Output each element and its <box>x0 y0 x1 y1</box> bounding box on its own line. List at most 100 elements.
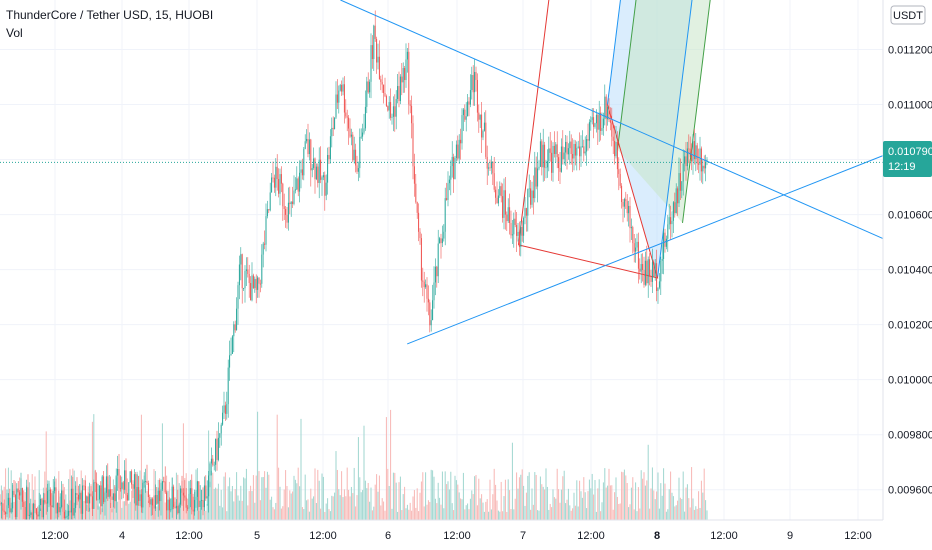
candle-body <box>115 475 117 502</box>
candle-body <box>388 102 390 111</box>
candle-body <box>111 496 113 500</box>
candle-body <box>577 146 579 148</box>
volume-bar <box>444 471 446 520</box>
candle-body <box>91 496 93 509</box>
candle-body <box>289 202 291 205</box>
volume-bar <box>222 507 224 520</box>
time-axis[interactable]: 12:00 4 12:00 5 12:00 6 12:00 7 12:00 8 12:00 9 12:0… <box>0 519 932 550</box>
volume-bar <box>651 467 653 520</box>
candle-body <box>299 172 301 192</box>
candle-body <box>380 79 382 83</box>
candle-body <box>331 127 333 137</box>
candle-body <box>411 105 413 124</box>
candle-body <box>304 141 306 149</box>
volume-bar <box>682 471 684 520</box>
volume-bar <box>329 511 331 520</box>
volume-bar <box>153 469 155 520</box>
volume-bar <box>93 414 95 520</box>
candle-body <box>307 138 309 155</box>
candle-body <box>495 189 497 198</box>
candle-body <box>199 500 201 508</box>
candle-body <box>447 183 449 200</box>
symbol-title[interactable]: ThunderCore / Tether USD, 15, HUOBI <box>6 8 214 22</box>
candle-body <box>0 503 2 505</box>
candle-body <box>139 494 141 501</box>
volume-bar <box>422 472 424 520</box>
candle-body <box>430 320 432 326</box>
candle-body <box>208 475 210 497</box>
candle-body <box>664 232 666 247</box>
currency-badge[interactable] <box>890 5 926 25</box>
volume-bar <box>558 489 560 520</box>
candle-body <box>187 507 189 509</box>
volume-bar <box>588 479 590 520</box>
price-axis[interactable]: USDT 0.0112000.0110000.0108000.0106000.0… <box>882 0 932 520</box>
volume-bar <box>538 510 540 520</box>
volume-bars <box>0 409 708 520</box>
volume-bar <box>622 472 624 520</box>
candle-body <box>128 482 130 501</box>
candle-body <box>118 468 120 489</box>
candle-body <box>143 481 145 483</box>
volume-bar <box>653 490 655 520</box>
volume-bar <box>489 479 491 520</box>
volume-bar <box>559 502 561 520</box>
volume-bar <box>630 487 632 520</box>
trend-lines[interactable] <box>340 0 884 345</box>
candle-body <box>636 241 638 248</box>
candle-body <box>282 183 284 207</box>
candle-body <box>215 438 217 465</box>
candle-body <box>216 438 218 460</box>
volume-bar <box>531 488 533 520</box>
candle-body <box>516 224 518 236</box>
candle-body <box>434 266 436 283</box>
candle-body <box>285 209 287 215</box>
candle-body <box>629 205 631 229</box>
candle-body <box>296 178 298 190</box>
candle-body <box>145 481 147 482</box>
candle-body <box>654 263 656 277</box>
candle-body <box>532 190 534 199</box>
pitchfork-drawing[interactable] <box>517 0 883 279</box>
volume-bar <box>206 504 208 520</box>
volume-bar <box>493 468 495 520</box>
candle-body <box>394 106 396 117</box>
volume-bar <box>430 469 432 520</box>
candle-body <box>10 508 12 513</box>
candle-body <box>377 56 379 63</box>
volume-bar <box>10 470 12 520</box>
candle-body <box>238 264 240 286</box>
candle-body <box>166 492 168 511</box>
candle-body <box>350 134 352 137</box>
candle-body <box>656 263 658 291</box>
volume-bar <box>334 492 336 520</box>
candle-body <box>222 412 224 425</box>
volume-bar <box>609 485 611 520</box>
volume-bar <box>534 472 536 520</box>
candle-body <box>58 503 60 513</box>
candle-body <box>426 284 428 299</box>
candle-body <box>265 216 267 245</box>
volume-bar <box>381 498 383 520</box>
candle-body <box>436 266 438 277</box>
volume-bar <box>611 485 613 520</box>
time-tick-label: 12:00 <box>175 530 203 542</box>
volume-bar <box>461 499 463 520</box>
volume-bar <box>259 500 261 520</box>
candle-body <box>159 490 161 502</box>
volume-bar <box>702 492 704 520</box>
candle-body <box>611 122 613 137</box>
volume-label[interactable]: Vol <box>6 26 23 40</box>
candle-body <box>188 493 190 509</box>
candle-body <box>55 487 57 514</box>
volume-bar <box>293 475 295 520</box>
candle-body <box>167 499 169 511</box>
candle-body <box>576 147 578 156</box>
candle-body <box>509 207 511 224</box>
candle-body <box>531 190 533 205</box>
candle-body <box>266 209 268 217</box>
candle-body <box>342 84 344 92</box>
volume-bar <box>164 502 166 520</box>
volume-bar <box>516 472 518 520</box>
